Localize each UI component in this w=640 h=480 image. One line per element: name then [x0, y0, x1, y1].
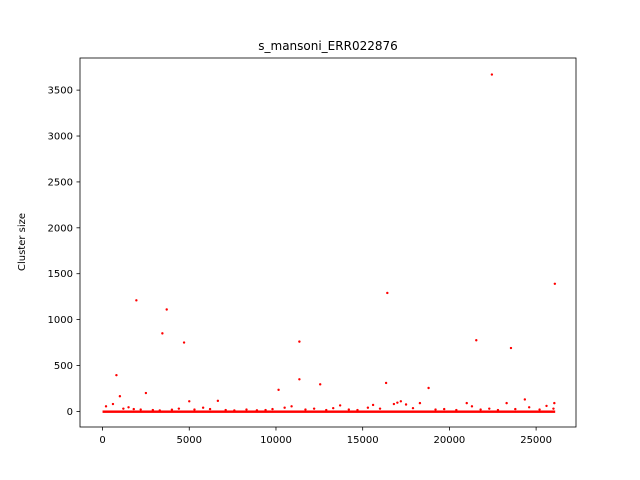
data-point: [384, 381, 388, 385]
data-point: [177, 407, 181, 410]
data-point: [151, 408, 155, 412]
data-point: [233, 409, 236, 412]
x-axis-ticks: 0 5000 10000 15000 20000 25000: [99, 427, 552, 446]
data-point: [475, 339, 478, 342]
data-point: [527, 406, 531, 409]
data-point: [170, 408, 174, 411]
y-axis-label: Cluster size: [17, 213, 28, 271]
data-point: [392, 402, 396, 406]
data-point: [161, 332, 164, 335]
x-tick-label: 5000: [177, 435, 202, 446]
x-tick-label: 0: [99, 435, 105, 446]
data-point: [188, 400, 191, 403]
data-point: [338, 404, 342, 407]
data-point: [538, 408, 541, 411]
data-point: [139, 408, 142, 411]
x-tick-label: 20000: [433, 435, 465, 446]
data-point: [347, 408, 351, 411]
data-point: [552, 407, 555, 410]
data-point: [509, 346, 513, 350]
data-point: [182, 341, 186, 344]
data-point: [404, 403, 408, 406]
x-tick-label: 15000: [347, 435, 379, 446]
axes-frame: [79, 57, 577, 428]
data-point: [245, 408, 248, 411]
data-point: [479, 408, 482, 411]
data-point: [298, 340, 301, 343]
data-point: [488, 407, 491, 410]
data-point: [144, 391, 148, 395]
data-point: [127, 406, 130, 409]
data-point: [216, 399, 220, 403]
data-point: [271, 407, 274, 411]
x-tick-label: 25000: [520, 435, 552, 446]
y-tick-label: 3000: [48, 132, 73, 143]
data-point: [523, 398, 527, 401]
data-point: [111, 402, 115, 406]
data-point: [224, 408, 227, 412]
data-point: [366, 406, 370, 409]
data-point: [104, 405, 108, 408]
data-point: [496, 408, 500, 412]
data-point: [411, 406, 415, 410]
data-point: [304, 408, 307, 411]
data-point: [332, 406, 335, 410]
data-points: [104, 73, 557, 412]
data-point: [442, 407, 446, 411]
data-point: [427, 386, 430, 390]
data-point: [132, 407, 135, 411]
data-point: [396, 401, 399, 404]
data-point: [455, 408, 458, 412]
baseline-points-band: [102, 410, 556, 413]
data-point: [255, 409, 259, 412]
y-tick-label: 500: [54, 361, 73, 372]
data-point: [201, 406, 205, 409]
data-point: [277, 388, 280, 392]
data-point: [312, 407, 316, 410]
data-point: [399, 400, 403, 403]
data-point: [283, 406, 286, 409]
data-point: [514, 407, 517, 411]
data-point: [118, 395, 122, 398]
data-point: [434, 408, 437, 411]
y-tick-label: 0: [67, 407, 73, 418]
data-point: [208, 407, 212, 411]
data-point: [378, 407, 382, 410]
data-point: [465, 401, 468, 405]
data-point: [505, 401, 508, 405]
data-point: [553, 282, 557, 286]
data-point: [165, 308, 168, 311]
data-point: [553, 401, 556, 405]
data-point: [490, 73, 494, 76]
y-tick-label: 3500: [48, 86, 73, 97]
y-tick-label: 1500: [48, 269, 73, 280]
data-point: [470, 405, 474, 408]
data-point: [115, 373, 118, 377]
data-point: [318, 383, 322, 386]
data-point: [264, 408, 267, 412]
data-point: [418, 401, 422, 405]
y-tick-label: 2500: [48, 177, 73, 188]
data-point: [290, 405, 293, 408]
data-point: [386, 291, 389, 295]
chart-title: s_mansoni_ERR022876: [258, 39, 398, 53]
data-point: [122, 407, 125, 410]
y-tick-label: 1000: [48, 315, 73, 326]
data-point: [298, 378, 301, 381]
y-tick-label: 2000: [48, 223, 73, 234]
data-point: [193, 408, 196, 411]
plot-area: [79, 57, 577, 428]
data-point: [545, 404, 548, 408]
data-point: [356, 408, 359, 412]
data-point: [325, 408, 328, 412]
data-point: [158, 409, 161, 412]
data-point: [135, 299, 138, 302]
x-tick-label: 10000: [260, 435, 292, 446]
data-point: [371, 403, 375, 407]
baseline-band: [102, 410, 556, 413]
y-axis-ticks: 0 500 1000 1500 2000 2500 3000 3500: [48, 86, 80, 418]
